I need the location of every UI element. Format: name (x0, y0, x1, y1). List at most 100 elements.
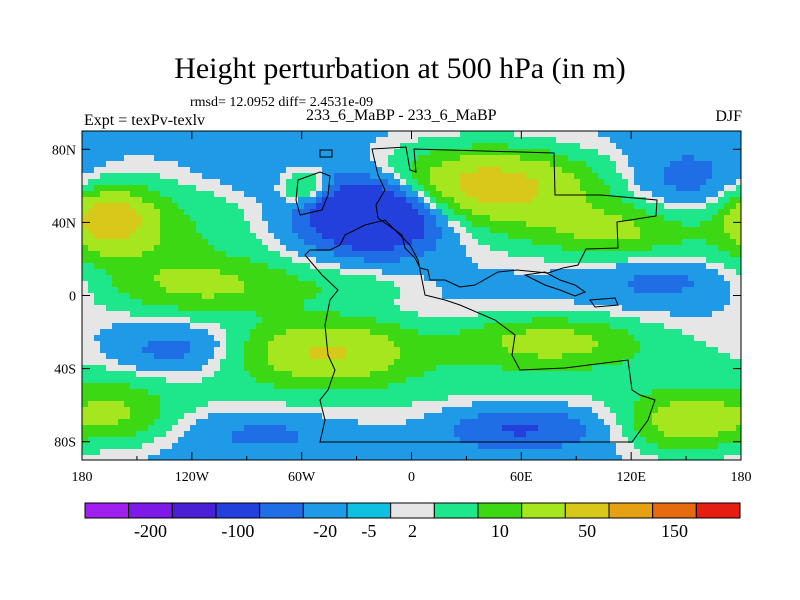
field-cell (328, 239, 335, 246)
field-cell (400, 179, 407, 186)
field-cell (238, 401, 245, 408)
field-cell (232, 269, 239, 276)
field-cell (676, 185, 683, 192)
field-cell (202, 221, 209, 228)
field-cell (436, 305, 443, 312)
field-cell (688, 209, 695, 216)
field-cell (628, 347, 635, 354)
field-cell (604, 311, 611, 318)
field-cell (670, 323, 677, 330)
field-cell (580, 269, 587, 276)
field-cell (274, 293, 281, 300)
field-cell (532, 263, 539, 270)
field-cell (526, 257, 533, 264)
field-cell (94, 395, 101, 402)
field-cell (676, 197, 683, 204)
field-cell (520, 155, 527, 162)
field-cell (502, 209, 509, 216)
field-cell (244, 239, 251, 246)
field-cell (166, 317, 173, 324)
field-cell (106, 215, 113, 222)
field-cell (502, 341, 509, 348)
field-cell (280, 347, 287, 354)
field-cell (232, 215, 239, 222)
field-cell (406, 263, 413, 270)
field-cell (352, 341, 359, 348)
field-cell (304, 323, 311, 330)
field-cell (226, 149, 233, 156)
field-cell (706, 221, 713, 228)
field-cell (274, 131, 281, 138)
field-cell (424, 179, 431, 186)
field-cell (514, 335, 521, 342)
field-cell (160, 383, 167, 390)
field-cell (592, 341, 599, 348)
field-cell (160, 233, 167, 240)
field-cell (160, 215, 167, 222)
field-cell (202, 179, 209, 186)
field-cell (262, 317, 269, 324)
field-cell (706, 263, 713, 270)
field-cell (412, 245, 419, 252)
field-cell (238, 341, 245, 348)
field-cell (334, 365, 341, 372)
field-cell (280, 281, 287, 288)
field-cell (148, 275, 155, 282)
field-cell (112, 353, 119, 360)
field-cell (472, 371, 479, 378)
field-cell (94, 179, 101, 186)
field-cell (562, 209, 569, 216)
field-cell (154, 281, 161, 288)
field-cell (328, 221, 335, 228)
field-cell (190, 305, 197, 312)
field-cell (232, 263, 239, 270)
field-cell (358, 281, 365, 288)
field-cell (652, 149, 659, 156)
field-cell (286, 215, 293, 222)
field-cell (706, 371, 713, 378)
field-cell (190, 245, 197, 252)
field-cell (94, 305, 101, 312)
field-cell (304, 287, 311, 294)
field-cell (664, 263, 671, 270)
field-cell (562, 251, 569, 258)
field-cell (442, 221, 449, 228)
field-cell (232, 227, 239, 234)
field-cell (328, 233, 335, 240)
field-cell (478, 359, 485, 366)
field-cell (100, 329, 107, 336)
field-cell (196, 275, 203, 282)
field-cell (622, 329, 629, 336)
field-cell (286, 149, 293, 156)
field-cell (394, 209, 401, 216)
field-cell (238, 317, 245, 324)
field-cell (322, 371, 329, 378)
field-cell (166, 359, 173, 366)
field-cell (550, 389, 557, 396)
field-cell (280, 251, 287, 258)
field-cell (532, 239, 539, 246)
field-cell (376, 377, 383, 384)
field-cell (172, 317, 179, 324)
field-cell (298, 389, 305, 396)
field-cell (244, 377, 251, 384)
field-cell (460, 149, 467, 156)
field-cell (568, 347, 575, 354)
field-cell (694, 233, 701, 240)
field-cell (358, 155, 365, 162)
field-cell (370, 209, 377, 216)
field-cell (202, 383, 209, 390)
field-cell (394, 167, 401, 174)
field-cell (184, 317, 191, 324)
field-cell (268, 257, 275, 264)
field-cell (712, 137, 719, 144)
field-cell (298, 353, 305, 360)
field-cell (94, 347, 101, 354)
field-cell (628, 287, 635, 294)
field-cell (460, 335, 467, 342)
field-cell (238, 257, 245, 264)
field-cell (616, 389, 623, 396)
field-cell (460, 281, 467, 288)
field-cell (94, 251, 101, 258)
field-cell (490, 161, 497, 168)
